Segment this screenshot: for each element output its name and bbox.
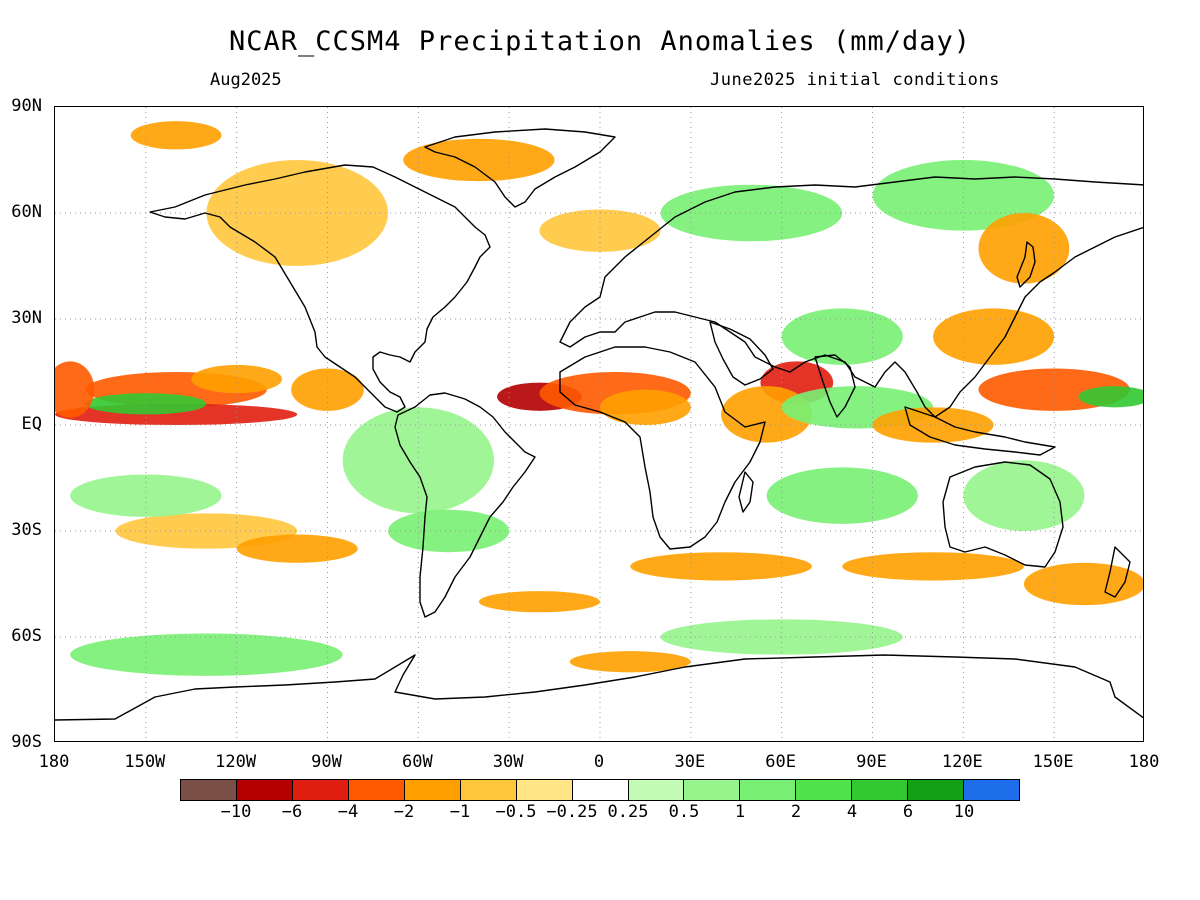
colorbar-tick-label: 6	[902, 802, 914, 822]
longitude-label: 150E	[1032, 752, 1074, 772]
anomaly-region	[85, 393, 207, 415]
initial-conditions-label: June2025 initial conditions	[710, 70, 1000, 90]
coastline-africa	[559, 346, 766, 550]
coastline-new-zealand	[1104, 546, 1131, 598]
anomaly-region	[291, 368, 364, 411]
coastlines	[55, 128, 1143, 721]
colorbar-tick-label: 4	[846, 802, 858, 822]
latitude-label: EQ	[21, 414, 42, 434]
colorbar-swatch	[460, 780, 517, 800]
anomaly-region	[630, 552, 812, 581]
coastline-indonesia	[904, 406, 1056, 456]
longitude-label: 30W	[492, 752, 524, 772]
longitude-label: 30E	[674, 752, 706, 772]
colorbar-swatch	[181, 780, 237, 800]
anomaly-region	[130, 121, 222, 150]
anomaly-region	[781, 308, 903, 365]
coastline-japan	[1016, 241, 1036, 288]
longitude-label: 150W	[124, 752, 166, 772]
anomaly-region	[1078, 386, 1143, 408]
anomaly-region	[70, 633, 343, 676]
coastline-eurasia	[559, 176, 1143, 418]
colorbar-swatch	[348, 780, 405, 800]
latitude-label: 60N	[11, 202, 42, 222]
anomaly-region	[933, 308, 1055, 365]
colorbar-tick-label: 2	[790, 802, 802, 822]
coastline-greenland	[424, 128, 616, 208]
colorbar-swatch	[740, 780, 797, 800]
colorbar-swatch	[796, 780, 853, 800]
longitude-label: 180	[38, 752, 70, 772]
colorbar-tick-label: −4	[337, 802, 359, 822]
coastline-south-america	[394, 392, 536, 618]
map-title: NCAR_CCSM4 Precipitation Anomalies (mm/d…	[229, 26, 971, 57]
colorbar-tick-label: −1	[449, 802, 471, 822]
colorbar-tick-label: 10	[953, 802, 975, 822]
longitude-label: 0	[593, 752, 605, 772]
anomaly-region	[963, 460, 1085, 531]
colorbar-swatch	[572, 780, 629, 800]
coastline-antarctica	[55, 654, 1143, 721]
coastline-madagascar	[738, 471, 754, 513]
latitude-label: 60S	[11, 626, 42, 646]
latitude-label: 30S	[11, 520, 42, 540]
anomaly-region	[872, 407, 994, 443]
coastline-india	[814, 354, 856, 418]
latitude-label: 90S	[11, 732, 42, 752]
anomaly-shading	[55, 121, 1143, 676]
anomaly-region	[842, 552, 1024, 581]
anomaly-region	[478, 591, 600, 613]
anomaly-region	[1023, 562, 1143, 606]
longitude-label: 90W	[311, 752, 342, 772]
coastline-arabia	[709, 321, 774, 386]
map-canvas	[55, 107, 1143, 741]
longitude-label: 90E	[856, 752, 887, 772]
colorbar-swatch	[908, 780, 965, 800]
latitude-label: 30N	[11, 308, 42, 328]
anomaly-region	[236, 534, 358, 563]
anomaly-region	[600, 389, 691, 426]
anomaly-region	[70, 474, 222, 517]
latitude-label: 90N	[11, 96, 42, 116]
anomaly-region	[766, 467, 918, 524]
longitude-label: 120W	[215, 752, 257, 772]
colorbar-tick-label: −0.5	[495, 802, 537, 822]
colorbar-swatch	[404, 780, 461, 800]
anomaly-region	[55, 361, 95, 418]
colorbar-swatch	[628, 780, 685, 800]
longitude-label: 60W	[401, 752, 433, 772]
colorbar-tick-label: 0.25	[607, 802, 649, 822]
anomaly-region	[660, 184, 843, 242]
longitude-label: 120E	[941, 752, 983, 772]
colorbar-tick-label: −2	[393, 802, 415, 822]
anomaly-region	[342, 407, 495, 514]
colorbar-swatch	[516, 780, 573, 800]
colorbar	[180, 779, 1020, 801]
longitude-label: 180	[1128, 752, 1160, 772]
colorbar-swatch	[684, 780, 741, 800]
colorbar-tick-label: 0.5	[668, 802, 700, 822]
colorbar-swatch	[292, 780, 349, 800]
colorbar-tick-label: −6	[281, 802, 303, 822]
longitude-label: 60E	[765, 752, 797, 772]
anomaly-region	[403, 138, 555, 182]
graticule	[55, 107, 1143, 741]
colorbar-swatch	[852, 780, 909, 800]
valid-month-label: Aug2025	[210, 70, 282, 90]
precipitation-anomaly-map	[54, 106, 1144, 742]
anomaly-region	[191, 364, 283, 394]
anomaly-region	[388, 509, 510, 553]
colorbar-swatch	[236, 780, 293, 800]
anomaly-region	[539, 209, 661, 252]
colorbar-tick-label: 1	[734, 802, 746, 822]
coastline-australia	[942, 461, 1064, 568]
coastline-north-america	[149, 164, 491, 413]
colorbar-swatch	[964, 780, 1020, 800]
anomaly-region	[978, 213, 1070, 284]
colorbar-tick-label: −0.25	[546, 802, 598, 822]
colorbar-tick-label: −10	[220, 802, 252, 822]
